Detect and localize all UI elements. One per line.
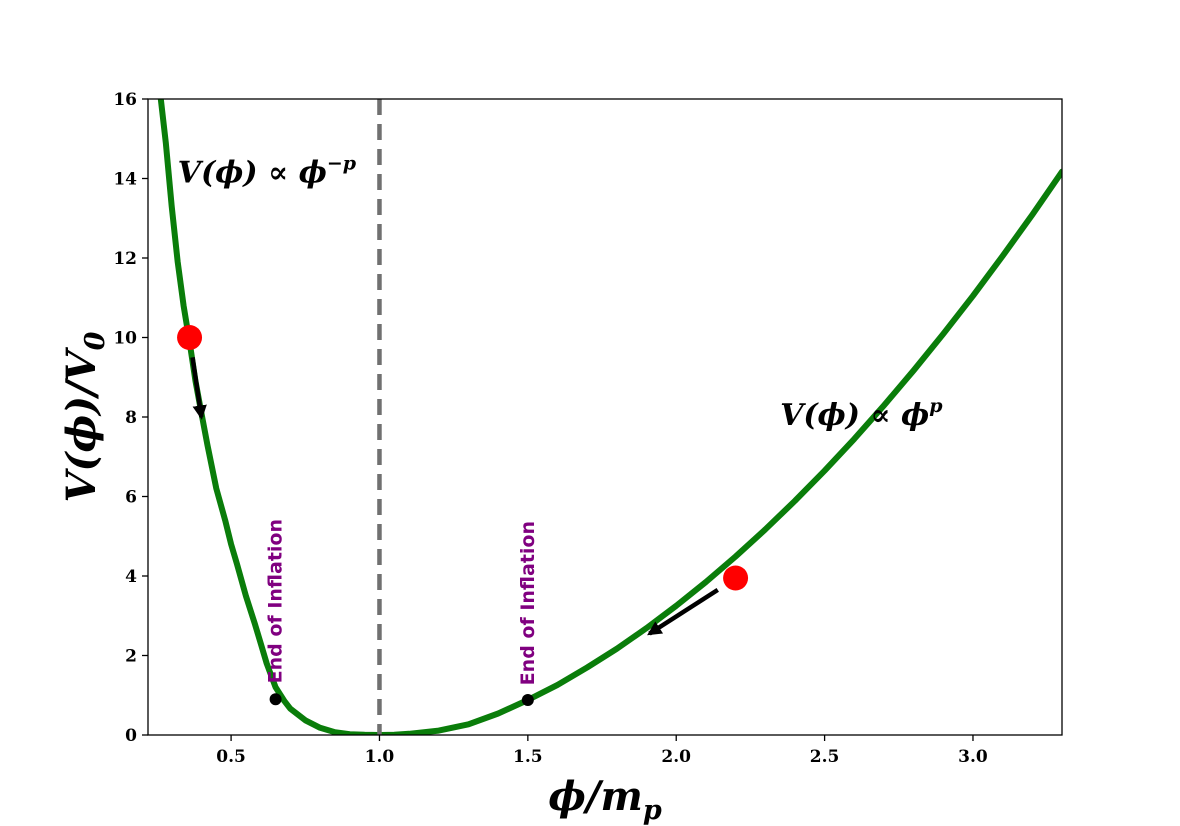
x-axis-label: ϕ/mp — [548, 773, 662, 826]
arrow-layer — [190, 357, 719, 636]
y-tick-label: 6 — [125, 488, 137, 508]
y-axis-ticks: 0 2 4 6 8 10 12 14 16 — [113, 90, 148, 746]
y-axis-label: V(ϕ)/V0 — [58, 331, 111, 502]
end-of-inflation-point-3 — [269, 693, 282, 706]
marker-layer — [177, 325, 749, 707]
y-tick-label: 4 — [125, 567, 137, 587]
x-axis-label-sub: p — [643, 795, 662, 826]
end-of-inflation-label-2: End of Inflation — [517, 521, 539, 685]
regime-label-base: V(ϕ) ∝ ϕ — [780, 398, 929, 433]
y-tick-label: 12 — [113, 249, 137, 269]
x-tick-label: 0.5 — [216, 747, 246, 767]
y-tick-label: 16 — [113, 90, 137, 110]
regime-label-base: V(ϕ) ∝ ϕ — [178, 155, 327, 190]
y-tick-label: 10 — [113, 329, 137, 349]
x-axis-label-main: ϕ/m — [548, 773, 643, 820]
x-tick-label: 2.5 — [810, 747, 840, 767]
regime-label-1: V(ϕ) ∝ ϕ−p — [178, 152, 357, 190]
field-position-marker-2 — [723, 565, 749, 591]
roll-direction-arrow-2 — [647, 588, 719, 636]
y-axis-label-main: V(ϕ)/V — [58, 346, 105, 502]
x-axis-ticks: 0.5 1.0 1.5 2.0 2.5 3.0 — [216, 735, 988, 767]
x-tick-label: 2.0 — [661, 747, 691, 767]
regime-label-2: V(ϕ) ∝ ϕp — [780, 395, 943, 433]
regime-label-exponent: −p — [327, 152, 357, 174]
regime-label-exponent: p — [929, 395, 943, 417]
field-position-marker-1 — [177, 325, 203, 350]
roll-direction-arrow-1 — [190, 357, 207, 420]
annotation-layer: End of Inflation End of Inflation — [265, 519, 539, 685]
y-axis-label-sub: 0 — [80, 331, 111, 350]
y-tick-label: 0 — [125, 726, 137, 746]
y-tick-label: 2 — [125, 647, 137, 667]
y-tick-label: 8 — [125, 408, 137, 428]
x-tick-label: 1.5 — [513, 747, 543, 767]
regime-label-layer: V(ϕ) ∝ ϕ−pV(ϕ) ∝ ϕp — [178, 152, 944, 432]
end-of-inflation-point-4 — [521, 694, 534, 707]
end-of-inflation-label-1: End of Inflation — [265, 519, 287, 683]
x-tick-label: 1.0 — [365, 747, 395, 767]
x-tick-label: 3.0 — [958, 747, 988, 767]
y-tick-label: 14 — [113, 170, 137, 190]
